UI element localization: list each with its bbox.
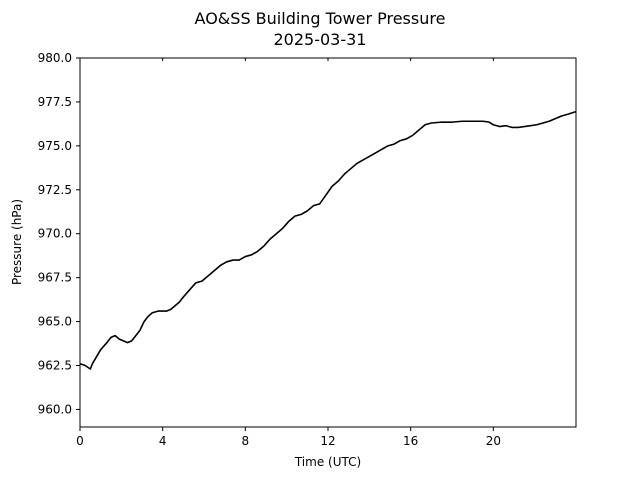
y-tick-label: 977.5: [38, 95, 72, 109]
chart-title: AO&SS Building Tower Pressure: [195, 9, 446, 28]
chart-subtitle: 2025-03-31: [274, 30, 367, 49]
x-tick-label: 4: [159, 434, 167, 448]
y-tick-label: 980.0: [38, 51, 72, 65]
y-axis-label: Pressure (hPa): [10, 199, 24, 285]
x-axis-label: Time (UTC): [294, 455, 361, 469]
y-tick-label: 975.0: [38, 139, 72, 153]
y-tick-label: 970.0: [38, 227, 72, 241]
y-tick-label: 960.0: [38, 402, 72, 416]
y-tick-label: 967.5: [38, 271, 72, 285]
y-tick-label: 972.5: [38, 183, 72, 197]
x-tick-label: 8: [242, 434, 250, 448]
y-tick-label: 962.5: [38, 359, 72, 373]
y-axis-ticks: 960.0 962.5 965.0 967.5 970.0 972.5 975.0 977.5…: [38, 51, 80, 416]
x-tick-label: 12: [320, 434, 335, 448]
x-tick-label: 0: [76, 434, 84, 448]
plot-area-frame: [79, 57, 577, 428]
x-axis-ticks: 0 4 8 12 16 20: [76, 58, 501, 448]
x-tick-label: 20: [486, 434, 501, 448]
x-tick-label: 16: [403, 434, 418, 448]
y-tick-label: 965.0: [38, 315, 72, 329]
series-line: [79, 110, 577, 370]
